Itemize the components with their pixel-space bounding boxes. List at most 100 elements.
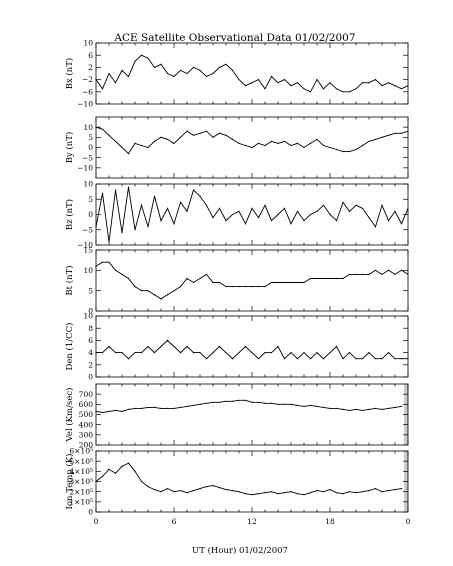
panel-3-data-point [277, 213, 279, 216]
panel-7-data-point [179, 490, 182, 492]
panel-6-data-point [231, 400, 234, 402]
panel-5-ytick-label: 2 [88, 360, 93, 369]
panel-4-data-point [147, 290, 149, 292]
panel-3-data-point [329, 213, 331, 216]
panel-5-ylabel: Den (1/CC) [64, 323, 75, 371]
panel-2-data-point [179, 136, 182, 138]
panel-7-data-point [394, 489, 396, 491]
panel-4-data-point [361, 273, 364, 275]
panel-4-data-point [303, 281, 305, 284]
panel-4-data-point [244, 286, 247, 288]
panel-7-data-point [368, 490, 370, 492]
panel-5-data-point [160, 345, 162, 348]
panel-5-data-point [251, 352, 253, 354]
panel-7-data-point [186, 492, 188, 494]
panel-2-data-point [218, 132, 221, 134]
panel-4-data-point [192, 281, 195, 284]
panel-5-data-point [166, 339, 169, 341]
panel-1-data-point [303, 88, 305, 90]
panel-1-data-point [218, 66, 221, 68]
panel-6-data-point [264, 402, 266, 404]
panel-6-data-point [238, 399, 240, 401]
panel-4-ytick-label: 5 [88, 286, 93, 295]
panel-3-data-point [108, 241, 110, 243]
panel-2-data-point [153, 140, 156, 142]
panel-4-data-point [335, 277, 338, 280]
panel-3-data-point [264, 204, 266, 206]
panel-4-data-point [329, 277, 331, 280]
panel-4-data-point [153, 294, 156, 296]
panel-6-ytick-label: 700 [79, 390, 94, 399]
panel-3-data-point [361, 207, 364, 209]
panel-7-data-point [387, 490, 390, 492]
panel-6-ylabel: Vel (Km/sec) [64, 388, 75, 443]
panel-3-data-point [153, 195, 156, 197]
panel-2-data-point [361, 144, 364, 147]
panel-3-data-point [257, 217, 260, 219]
panel-4-data-point [205, 273, 208, 275]
panel-6-data-point [192, 404, 195, 406]
panel-4-data-point [199, 277, 201, 280]
panel-4-data-point [218, 281, 221, 284]
panel-1-data-point [374, 79, 377, 81]
panel-6-ytick-label: 200 [79, 441, 94, 450]
panel-6-data-point [355, 408, 357, 410]
panel-5-data-point [277, 345, 279, 348]
panel-2-ytick-label: 5 [88, 133, 93, 142]
panel-6-data-point [127, 408, 130, 410]
panel-5-data-point [270, 352, 273, 354]
panel-2-data-point [251, 146, 253, 149]
panel-1-data-point [244, 85, 247, 87]
panel-6-data-point [179, 406, 182, 408]
panel-6-data-point [186, 405, 188, 407]
panel-2-data-point [186, 130, 188, 132]
panel-4-data-point [381, 273, 383, 275]
panel-2-data-point [296, 142, 299, 144]
panel-3-series-line [95, 187, 409, 242]
panel-7-data-point [173, 491, 175, 493]
panel-5-data-point [205, 358, 208, 360]
panel-1-data-point [322, 88, 325, 90]
panel-1-data-point [121, 69, 123, 71]
panel-1-data-point [368, 82, 370, 84]
panel-6-data-point [381, 408, 383, 410]
panel-6-data-point [361, 409, 364, 411]
panel-1-data-point [394, 85, 396, 87]
panel-2-data-point [316, 138, 318, 140]
panel-3-data-point [407, 207, 409, 209]
panel-1-data-point [329, 82, 331, 84]
panel-3-data-point [270, 220, 273, 222]
panel-4-data-point [400, 269, 403, 271]
panel-3-data-point [95, 226, 97, 228]
panel-3-ytick-label: 5 [88, 195, 93, 204]
panel-7-data-point [335, 492, 338, 494]
panel-6-data-point [108, 410, 110, 412]
panel-3-data-point [160, 220, 162, 222]
panel-1-data-point [108, 72, 110, 75]
panel-1-data-point [251, 82, 253, 84]
panel-2-data-point [374, 138, 377, 140]
panel-7-frame [95, 450, 409, 513]
panel-5-data-point [134, 352, 136, 354]
panel-4-data-point [238, 286, 240, 288]
panel-7-data-point [257, 493, 260, 495]
panel-4-ytick-label: 0 [88, 307, 93, 316]
panel-1-data-point [127, 75, 130, 78]
panel-7-data-point [225, 489, 227, 491]
panel-4-data-point [166, 294, 169, 296]
panel-6-data-point [140, 407, 143, 409]
panel-3-data-point [225, 220, 227, 222]
panel-1-ytick-label: −6 [82, 87, 93, 96]
panel-6-data-point [283, 403, 286, 405]
panel-5-data-point [95, 352, 97, 354]
panel-7-ytick-label: 6×10⁵ [69, 447, 93, 456]
panel-3-data-point [368, 217, 370, 219]
panel-7-data-point [296, 493, 299, 495]
panel-6-data-point [160, 407, 162, 409]
panel-2-data-point [244, 144, 247, 147]
panel-3-data-point [205, 204, 208, 206]
panel-3-data-point [374, 226, 377, 228]
panel-7-data-point [309, 492, 312, 494]
panel-3-data-point [394, 210, 396, 212]
panel-5-data-point [309, 358, 312, 360]
